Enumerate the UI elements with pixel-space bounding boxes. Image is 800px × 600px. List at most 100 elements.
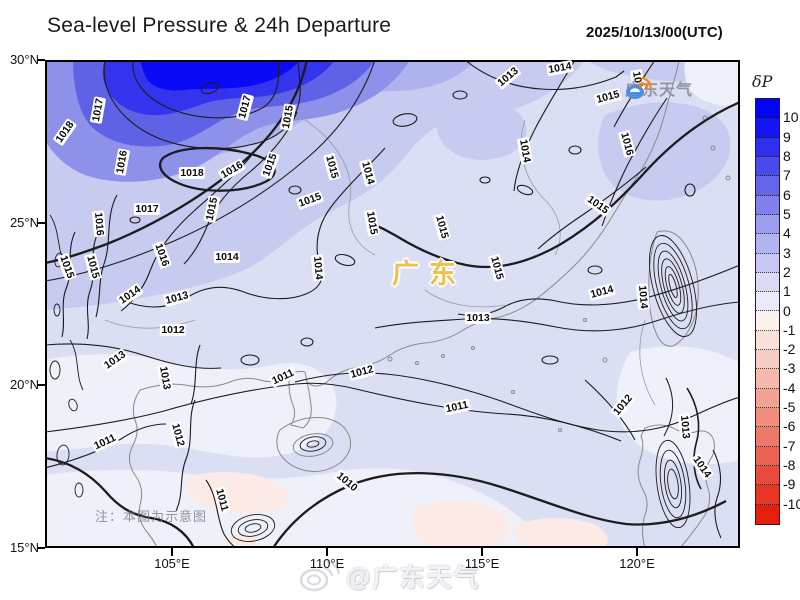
- colorbar-cell: [756, 330, 779, 351]
- contour-label: 1014: [516, 136, 534, 166]
- colorbar-tick-label: -10: [783, 495, 800, 512]
- colorbar-cell: [756, 485, 779, 505]
- colorbar-tick-label: 9: [783, 128, 791, 145]
- colorbar-cell: [756, 99, 779, 119]
- colorbar-tick-label: 4: [783, 225, 791, 242]
- colorbar-cell: [756, 292, 779, 312]
- contour-label: 1014: [587, 282, 617, 302]
- colorbar-label: δP: [752, 72, 773, 91]
- contour-label: 1015: [83, 252, 103, 282]
- colorbar-tick-label: -7: [783, 437, 796, 454]
- colorbar-tick-label: -4: [783, 379, 796, 396]
- y-axis-tick-label: 15°N: [9, 540, 39, 555]
- contour-label: 1012: [168, 420, 188, 450]
- colorbar-cell: [756, 311, 779, 331]
- x-axis-tick-label: 115°E: [464, 556, 500, 571]
- colorbar-tick-label: 3: [783, 244, 791, 261]
- y-axis-tick-mark: [37, 59, 45, 61]
- colorbar-ticks: 10 9 8 7 6 5 4 3 2 1 0 -1 -2 -3 -4 -5 -6 -7 -8 -9 -10: [783, 98, 800, 525]
- colorbar-tick-label: -1: [783, 321, 796, 338]
- watermark-bottom: @广东天气: [298, 558, 480, 594]
- contour-label: 1018: [52, 117, 78, 147]
- colorbar-cell: [756, 272, 779, 293]
- colorbar-tick-label: -2: [783, 341, 796, 358]
- colorbar-cell: [756, 369, 779, 389]
- contour-label: 1015: [322, 152, 342, 182]
- contour-label: 1015: [363, 208, 381, 238]
- contour-label: 1015: [432, 212, 452, 242]
- y-axis-tick-mark: [37, 221, 45, 224]
- colorbar-cell: [756, 234, 779, 254]
- contour-label: 1015: [279, 102, 297, 132]
- x-axis-tick-mark: [326, 548, 328, 556]
- colorbar-tick-label: 8: [783, 147, 791, 164]
- colorbar-cell: [756, 446, 779, 466]
- y-axis-tick-mark: [37, 547, 45, 549]
- contour-label: 1015: [487, 253, 507, 283]
- watermark-top: 广东天气: [625, 76, 693, 100]
- contour-label: 1014: [635, 283, 651, 311]
- colorbar-cell: [756, 504, 779, 524]
- contour-label: 1015: [583, 192, 613, 218]
- contour-label: 1010: [333, 468, 361, 496]
- contour-label: 1014: [689, 452, 715, 482]
- y-axis-tick-label: 25°N: [9, 214, 39, 230]
- contour-label: 1017: [89, 95, 107, 125]
- contour-label: 1017: [133, 203, 161, 215]
- plot-border: [45, 60, 740, 548]
- contour-label: 1018: [178, 167, 206, 179]
- terrain-contours: [49, 214, 697, 542]
- colorbar-tick-label: 10: [783, 109, 799, 126]
- colorbar-cell: [756, 465, 779, 486]
- contour-label: 1016: [217, 158, 247, 182]
- x-axis-tick-label: 120°E: [619, 556, 655, 571]
- colorbar-cell: [756, 427, 779, 447]
- contour-label: 1014: [115, 282, 145, 308]
- colorbar-tick-label: -9: [783, 476, 796, 493]
- colorbar-cell: [756, 137, 779, 157]
- x-axis-tick-label: 110°E: [309, 556, 345, 571]
- contour-label: 1012: [347, 362, 377, 382]
- contour-label: 1013: [162, 288, 192, 308]
- x-axis-tick-mark: [171, 548, 173, 556]
- region-label-guangdong: 广东: [392, 259, 466, 289]
- colorbar-cell: [756, 214, 779, 235]
- contour-label: 1011: [268, 366, 298, 388]
- colorbar-cell: [756, 156, 779, 177]
- note-label: 注：本图为示意图: [95, 509, 208, 524]
- colorbar-tick-label: -3: [783, 360, 796, 377]
- colorbar-tick-label: 7: [783, 167, 791, 184]
- contour-label: 1016: [151, 240, 173, 270]
- colorbar-cells: [755, 98, 780, 525]
- map-canvas-labels: 1017 1018 1017 1015 1016 1018 1016 1015 1015 1017…: [45, 59, 740, 548]
- colorbar-tick-label: 1: [783, 283, 791, 300]
- contour-label: 1012: [159, 324, 187, 336]
- colorbar-tick-label: 5: [783, 205, 791, 222]
- contour-label: 1016: [91, 210, 107, 238]
- colorbar-tick-label: 6: [783, 186, 791, 203]
- x-axis-tick-mark: [636, 548, 638, 556]
- x-axis-tick-label: 105°E: [154, 556, 190, 571]
- contour-label: 1015: [259, 150, 281, 180]
- coastlines: [129, 60, 731, 548]
- colorbar-cell: [756, 195, 779, 215]
- contour-label: 1015: [295, 189, 325, 211]
- colorbar-cell: [756, 176, 779, 196]
- colorbar-cell: [756, 408, 779, 428]
- y-axis-tick-label: 20°N: [9, 377, 39, 393]
- x-axis-tick-mark: [481, 548, 483, 556]
- colorbar-tick-label: 0: [783, 302, 791, 319]
- colorbar-tick-label: -5: [783, 399, 796, 416]
- contour-label: 1011: [443, 398, 471, 416]
- y-axis-tick-mark: [37, 384, 45, 387]
- contour-label: 1014: [213, 251, 241, 263]
- contour-label: 1011: [90, 431, 120, 453]
- colorbar-tick-label: -6: [783, 418, 796, 435]
- contour-label: 1015: [56, 252, 78, 282]
- page-title: Sea-level Pressure & 24h Departure: [47, 14, 392, 37]
- contour-label: 1015: [593, 87, 623, 107]
- colorbar-tick-label: -8: [783, 457, 796, 474]
- contour-label: 1013: [464, 312, 492, 324]
- contour-label: 1013: [156, 363, 174, 393]
- contour-label: 1015: [203, 194, 221, 224]
